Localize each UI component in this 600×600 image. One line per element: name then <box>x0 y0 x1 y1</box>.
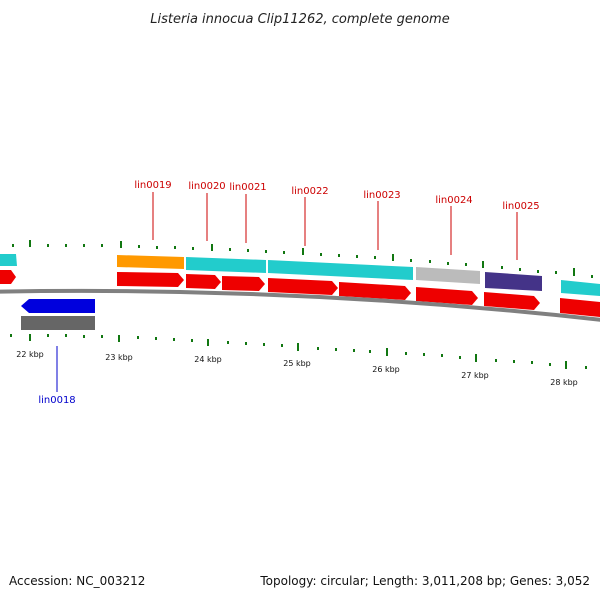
gene-arrow-lin0025[interactable] <box>484 292 540 310</box>
feature-block[interactable] <box>416 267 480 284</box>
gene-arrow-lin0024[interactable] <box>416 287 478 305</box>
map-title: Listeria innocua Clip11262, complete gen… <box>150 12 449 27</box>
genome-backbone <box>0 288 600 322</box>
feature-track <box>0 254 600 296</box>
gene-label-lin0018[interactable]: lin0018 <box>38 395 75 406</box>
outer-tick-row <box>12 240 593 278</box>
gene-label-lin0021[interactable]: lin0021 <box>229 182 266 193</box>
gene-label-lin0022[interactable]: lin0022 <box>291 186 328 197</box>
genome-summary-text: Topology: circular; Length: 3,011,208 bp… <box>259 574 590 588</box>
accession-text: Accession: NC_003212 <box>9 574 145 588</box>
gene-arrow-lin0021[interactable] <box>222 276 265 291</box>
feature-block[interactable] <box>561 280 600 296</box>
gene-arrow[interactable] <box>560 298 600 317</box>
scale-label-22kbp: 22 kbp <box>16 350 44 359</box>
scale-label-25kbp: 25 kbp <box>283 359 311 368</box>
label-leaders <box>152 192 518 260</box>
scale-label-23kbp: 23 kbp <box>105 353 133 362</box>
gene-arrow-lin0019[interactable] <box>117 272 184 287</box>
gene-label-lin0020[interactable]: lin0020 <box>188 181 225 192</box>
feature-block[interactable] <box>0 254 17 266</box>
gene-label-lin0023[interactable]: lin0023 <box>363 190 400 201</box>
gene-arrow-lin0020[interactable] <box>186 274 221 289</box>
inner-tick-row <box>10 334 587 369</box>
gene-label-lin0024[interactable]: lin0024 <box>435 195 472 206</box>
feature-block[interactable] <box>485 272 542 291</box>
scale-label-24kbp: 24 kbp <box>194 355 222 364</box>
feature-block-reverse[interactable] <box>21 316 95 330</box>
scale-label-28kbp: 28 kbp <box>550 378 578 387</box>
gene-label-lin0025[interactable]: lin0025 <box>502 201 539 212</box>
scale-label-26kbp: 26 kbp <box>372 365 400 374</box>
gene-arrow-lin0023[interactable] <box>339 282 411 300</box>
gene-label-lin0019[interactable]: lin0019 <box>134 180 171 191</box>
gene-arrow-lin0022[interactable] <box>268 278 338 295</box>
forward-gene-arrows <box>0 270 600 317</box>
scale-label-27kbp: 27 kbp <box>461 371 489 380</box>
feature-block[interactable] <box>186 257 266 273</box>
feature-block[interactable] <box>117 255 184 269</box>
gene-arrow-lin0018[interactable] <box>21 299 95 313</box>
feature-block[interactable] <box>268 260 413 280</box>
gene-arrow[interactable] <box>0 270 16 284</box>
